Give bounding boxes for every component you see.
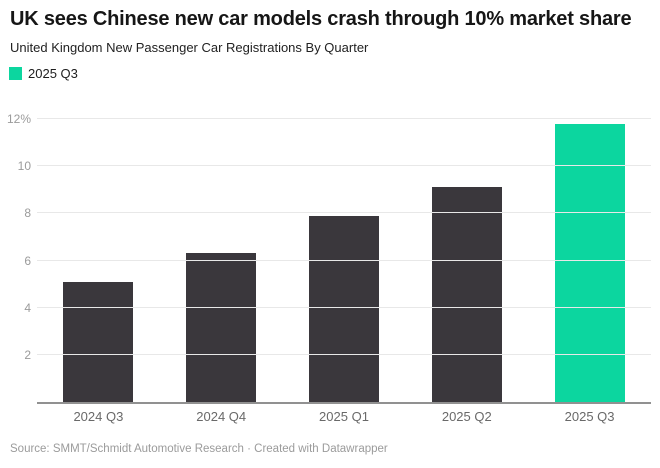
gridline-12 [37,118,651,119]
bar-2025-q1[interactable] [308,215,379,402]
bar-2024-q3[interactable] [63,281,134,402]
bar-2024-q4[interactable] [186,253,257,402]
bar-column-2025-q3 [528,119,651,402]
x-axis-label-2025-q1: 2025 Q1 [319,409,369,424]
chart-title: UK sees Chinese new car models crash thr… [10,8,632,30]
bar-2025-q2[interactable] [431,187,502,402]
bars-container [37,119,651,402]
y-tick-label-4: 4 [24,300,31,315]
bar-column-2025-q1 [283,119,406,402]
gridline-6 [37,259,651,261]
y-tick-label-12: 12% [6,112,31,126]
gridline-8 [37,212,651,214]
source-note: Source: SMMT/Schmidt Automotive Research… [10,443,388,455]
gridline-2 [37,353,651,355]
legend-swatch-2025-q3 [9,67,22,80]
x-axis-label-2025-q2: 2025 Q2 [441,409,492,424]
x-axis-label-2025-q3: 2025 Q3 [564,409,615,424]
x-axis: 2024 Q3 2024 Q4 2025 Q1 2025 Q2 2025 Q3 [37,409,651,424]
bar-column-2024-q4 [160,119,283,402]
y-tick-label-6: 6 [24,253,31,268]
legend: 2025 Q3 [9,66,78,81]
gridline-4 [37,306,651,308]
plot-area: 2 4 6 8 10 12% [7,112,651,404]
y-tick-label-2: 2 [24,347,31,362]
x-axis-label-2024-q4: 2024 Q4 [196,409,247,424]
chart-subtitle: United Kingdom New Passenger Car Registr… [10,40,369,55]
legend-label: 2025 Q3 [28,66,78,81]
x-axis-label-2024-q3: 2024 Q3 [73,409,124,424]
gridline-10 [37,165,651,167]
y-tick-label-10: 10 [17,159,31,174]
bar-column-2025-q2 [405,119,528,402]
bar-column-2024-q3 [37,119,160,402]
y-tick-label-8: 8 [24,206,31,221]
bar-2025-q3[interactable] [554,123,625,402]
